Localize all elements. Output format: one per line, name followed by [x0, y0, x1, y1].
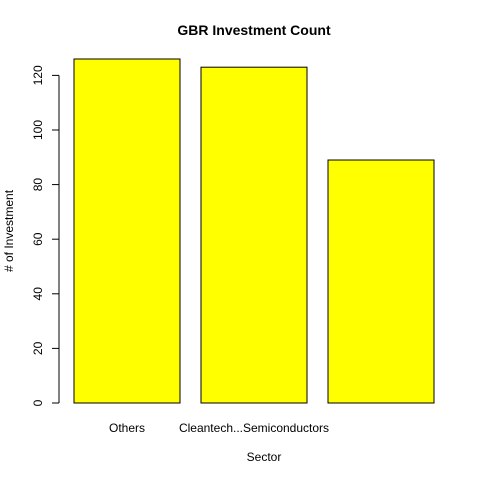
y-tick-label: 100 [31, 120, 45, 140]
bar-2 [200, 66, 308, 404]
x-axis-label: Sector [247, 450, 282, 464]
y-axis: 0 20 40 60 80 100 120 [31, 65, 60, 406]
x-tick-label: Others [109, 421, 145, 435]
y-tick-label: 20 [31, 341, 45, 355]
y-tick-label: 40 [31, 287, 45, 301]
x-tick-label: Cleantech...Semiconductors [179, 421, 329, 435]
y-tick-label: 80 [31, 178, 45, 192]
y-tick-label: 0 [31, 399, 45, 406]
y-tick-label: 60 [31, 232, 45, 246]
y-axis-label: # of Investment [2, 189, 16, 272]
bar-1 [73, 58, 181, 404]
x-tick-labels: Others Cleantech...Semiconductors [109, 421, 329, 435]
bars-group [73, 58, 435, 404]
chart-title: GBR Investment Count [177, 22, 331, 38]
y-tick-label: 120 [31, 65, 45, 85]
bar-3 [327, 159, 435, 404]
